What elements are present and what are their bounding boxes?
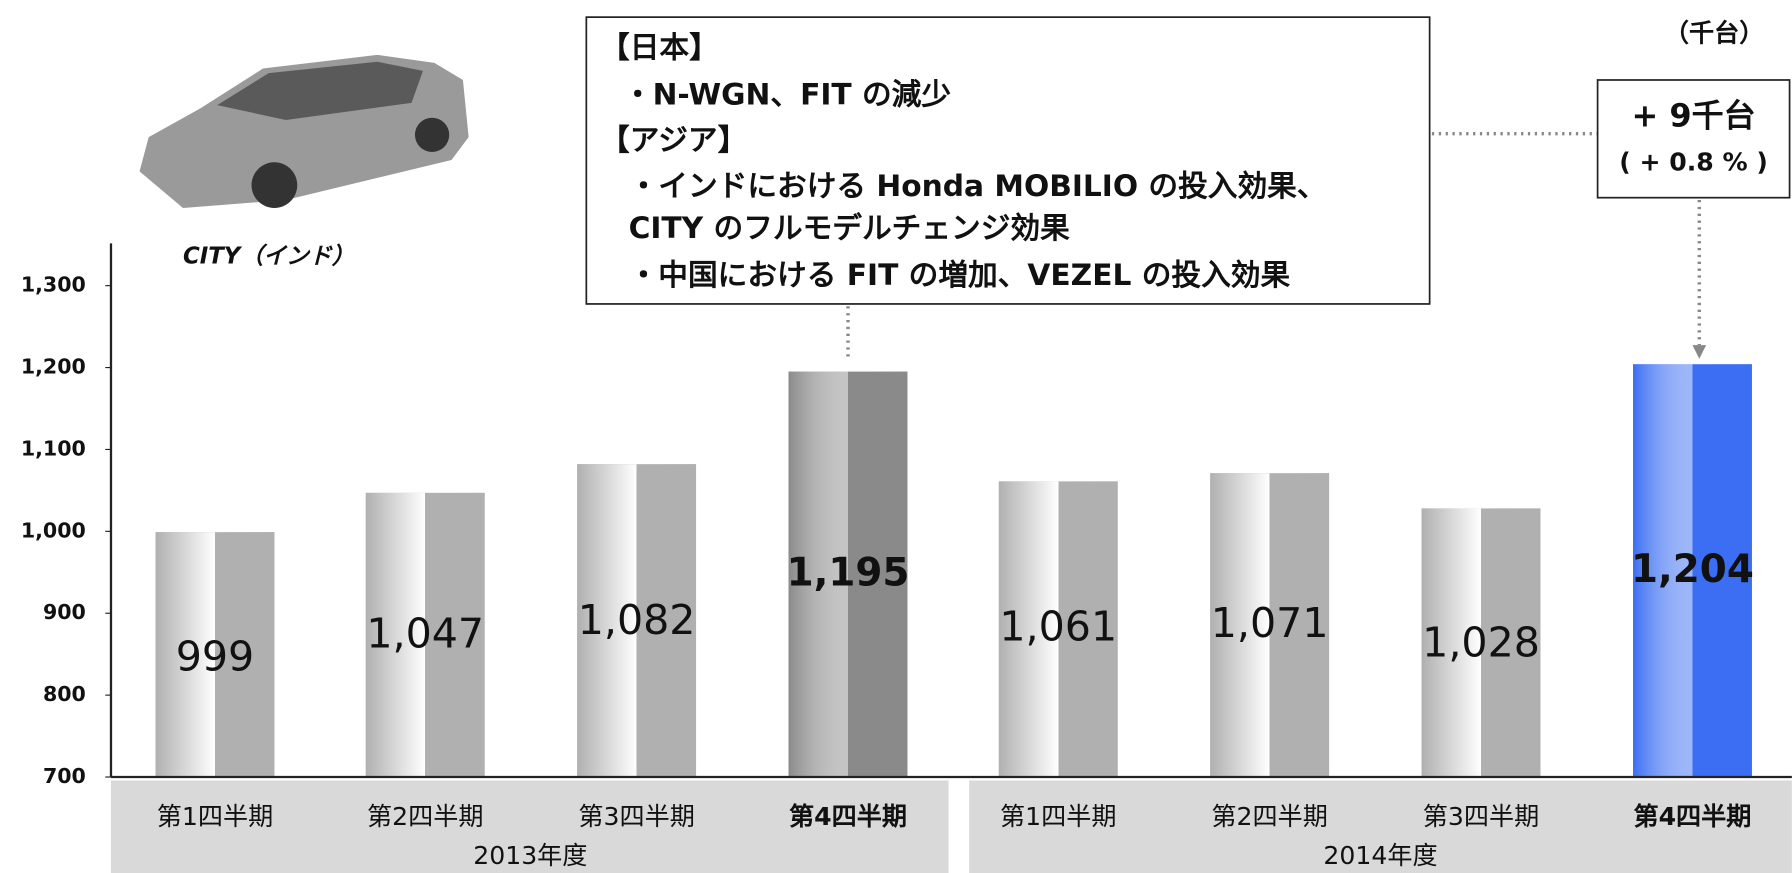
y-tick-label: 700 [43,764,86,788]
x-tick-label: 第1四半期 [157,802,273,831]
y-tick-label: 800 [43,682,86,706]
bar [788,371,908,778]
annotation-line: CITY のフルモデルチェンジ効果 [629,211,1070,246]
x-tick-label: 第1四半期 [1000,802,1117,831]
y-tick-label: 1,200 [21,355,86,379]
bar [1421,508,1541,778]
value-label: 1,061 [999,603,1117,651]
group-band [969,780,1792,873]
unit-label: （千台） [1664,18,1765,47]
value-label: 1,047 [366,609,484,657]
x-tick-label: 第2四半期 [367,802,484,831]
y-tick-label: 1,300 [21,273,86,297]
annotation-line: 【アジア】 [600,123,747,158]
group-label: 2013年度 [473,841,587,870]
car-wheel [414,117,450,152]
y-tick-label: 1,000 [21,518,86,542]
y-tick-label: 1,100 [21,436,86,460]
bar [365,492,485,778]
value-label: 999 [176,632,254,680]
car-caption: CITY（インド） [183,243,355,270]
annotation-line: ・N-WGN、FIT の減少 [623,77,951,112]
bar [1210,473,1330,778]
x-tick-label: 第4四半期 [1633,802,1751,831]
group-band [110,780,949,873]
value-label: 1,028 [1422,619,1540,667]
x-tick-label: 第2四半期 [1211,802,1328,831]
car-window [217,61,423,120]
arrow-head [1692,345,1707,359]
x-tick-label: 第4四半期 [789,802,907,831]
callout-text: ( + 0.8 % ) [1619,147,1768,176]
y-tick-label: 900 [43,600,86,624]
callout-text: + 9千台 [1631,97,1755,135]
callout-box [1596,79,1791,199]
annotation-line: ・インドにおける Honda MOBILIO の投入効果、 [629,169,1327,204]
car-icon [139,54,469,208]
group-label: 2014年度 [1323,841,1437,870]
annotation-line: 【日本】 [600,31,719,66]
car-wheel [251,162,298,208]
bar [577,464,697,778]
bar [998,481,1118,778]
annotation-line: ・中国における FIT の増加、VEZEL の投入効果 [629,258,1291,293]
annotation-box [585,16,1431,305]
value-label: 1,071 [1211,599,1329,647]
value-label: 1,195 [787,550,910,595]
bar [1633,364,1752,778]
bar [155,532,275,778]
x-tick-label: 第3四半期 [1423,802,1540,831]
x-tick-label: 第3四半期 [578,802,695,831]
value-label: 1,204 [1631,547,1754,592]
value-label: 1,082 [578,596,696,644]
